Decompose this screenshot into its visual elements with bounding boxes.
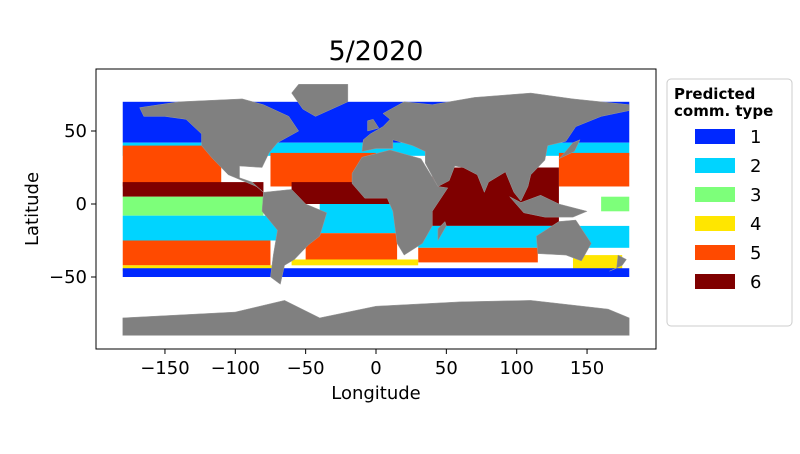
x-tick-label: 50 <box>435 358 458 379</box>
plot-area <box>122 84 630 336</box>
y-axis-label: Latitude <box>22 172 43 246</box>
region-type-5 <box>305 233 398 263</box>
y-tick-label: 50 <box>64 121 87 142</box>
land-australia <box>536 219 592 262</box>
region-type-2 <box>319 204 398 234</box>
region-type-3 <box>122 196 264 216</box>
legend-label-2: 2 <box>750 156 761 177</box>
region-type-1 <box>122 268 630 277</box>
region-type-5 <box>418 247 538 263</box>
legend-swatch-1 <box>695 129 735 144</box>
land-africa <box>351 149 449 256</box>
region-type-3 <box>601 196 630 212</box>
land-greenland <box>291 84 349 117</box>
region-type-5 <box>122 145 222 187</box>
land-antarctica <box>122 300 630 336</box>
land-uk <box>367 119 380 132</box>
legend-label-3: 3 <box>750 185 761 206</box>
land-madagascar <box>437 221 447 242</box>
land-south-america <box>261 189 328 285</box>
land-north-america <box>139 98 299 193</box>
legend-swatch-5 <box>695 245 735 260</box>
legend-label-5: 5 <box>750 243 761 264</box>
legend-swatch-6 <box>695 274 735 289</box>
land-new-zealand <box>609 254 627 272</box>
x-tick-label: 0 <box>370 358 381 379</box>
region-type-4 <box>291 259 419 266</box>
legend-label-6: 6 <box>750 272 761 293</box>
legend-label-4: 4 <box>750 214 761 235</box>
y-tick-label: 0 <box>76 194 87 215</box>
region-type-2 <box>418 225 630 248</box>
x-tick-label: 150 <box>570 358 604 379</box>
y-tick-label: −50 <box>49 267 87 288</box>
chart-title: 5/2020 <box>329 36 424 67</box>
y-ticks: 50 0 −50 <box>49 121 96 288</box>
x-tick-label: 100 <box>500 358 534 379</box>
land-eurasia <box>361 92 630 202</box>
legend-swatch-3 <box>695 187 735 202</box>
land-indonesia <box>509 194 588 218</box>
region-type-5 <box>558 152 630 187</box>
x-tick-label: −150 <box>140 358 189 379</box>
legend-title-line-2: comm. type <box>674 102 773 120</box>
region-type-4 <box>572 255 623 270</box>
region-type-5 <box>122 240 271 266</box>
x-tick-label: −100 <box>211 358 260 379</box>
legend-swatch-2 <box>695 158 735 173</box>
legend-title-line-1: Predicted <box>674 85 755 103</box>
legend-label-1: 1 <box>750 127 761 148</box>
region-type-2 <box>122 215 278 241</box>
legend: Predicted comm. type 1 2 3 4 5 6 <box>666 78 793 327</box>
region-type-6 <box>122 182 264 197</box>
legend-swatch-4 <box>695 216 735 231</box>
x-axis-label: Longitude <box>331 383 421 404</box>
x-tick-label: −50 <box>287 358 325 379</box>
x-ticks: −150 −100 −50 0 50 100 150 <box>140 349 604 379</box>
land-japan <box>558 139 581 159</box>
